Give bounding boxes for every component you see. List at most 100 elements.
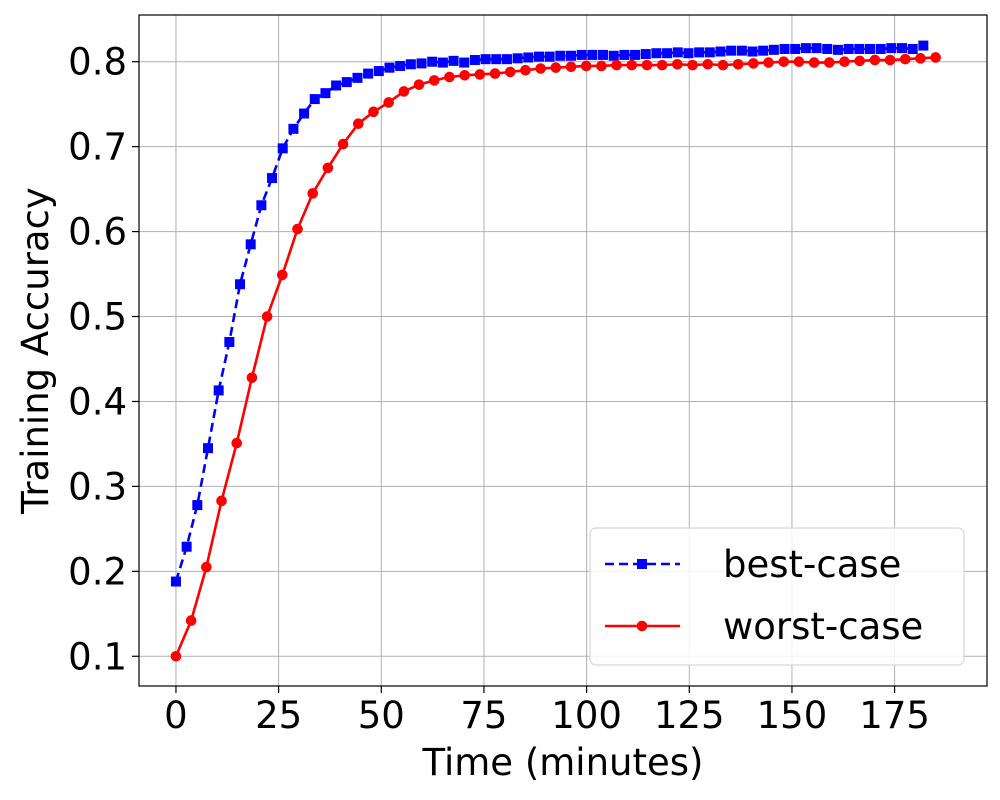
data-point-best-case [779, 43, 790, 54]
data-point-worst-case [702, 58, 714, 70]
data-point-worst-case [915, 53, 926, 64]
data-point-worst-case [839, 56, 850, 68]
data-point-best-case [427, 56, 438, 67]
data-point-best-case [523, 52, 534, 63]
data-point-best-case [341, 77, 352, 88]
data-point-worst-case [170, 650, 182, 662]
data-point-worst-case [277, 269, 288, 281]
x-tick-label: 175 [859, 694, 930, 737]
data-point-worst-case [322, 162, 334, 174]
data-point-best-case [405, 59, 416, 70]
data-point-best-case [555, 50, 566, 61]
data-point-best-case [277, 143, 288, 154]
data-point-worst-case [687, 59, 698, 71]
legend: best-case worst-case [589, 527, 965, 666]
data-point-worst-case [383, 97, 394, 108]
x-tick-label: 75 [460, 694, 507, 737]
data-point-worst-case [428, 75, 440, 86]
data-point-best-case [480, 54, 491, 65]
data-point-best-case [896, 43, 907, 54]
data-point-worst-case [459, 70, 470, 81]
data-point-best-case [587, 49, 598, 60]
data-point-worst-case [808, 57, 820, 68]
data-point-best-case [416, 58, 427, 69]
legend-item-worst-case: worst-case [605, 605, 923, 648]
data-point-best-case [459, 57, 470, 68]
legend-marker-worst-case [636, 620, 648, 632]
data-point-worst-case [307, 188, 319, 199]
data-point-best-case [309, 94, 320, 105]
y-tick-label: 0.6 [68, 211, 127, 254]
data-point-worst-case [185, 615, 197, 626]
x-tick-label: 0 [164, 694, 188, 737]
axis-ticks: 0 25 50 75 100 125 150 175 0.1 0.2 0.3 0.4 0.5 0.6 0.7… [68, 41, 930, 737]
y-tick-label: 0.3 [68, 465, 127, 508]
data-point-best-case [886, 43, 897, 54]
data-point-worst-case [352, 118, 364, 130]
data-point-best-case [170, 576, 181, 587]
legend-marker-best-case [637, 559, 647, 569]
data-point-worst-case [748, 58, 759, 69]
data-point-best-case [501, 54, 512, 65]
data-point-best-case [758, 45, 769, 56]
data-point-best-case [747, 46, 758, 57]
data-point-best-case [267, 173, 278, 184]
series-layer [170, 40, 941, 662]
y-tick-label: 0.2 [68, 550, 127, 593]
data-point-worst-case [611, 59, 622, 71]
y-tick-label: 0.1 [68, 635, 127, 678]
data-point-best-case [608, 50, 619, 61]
data-point-best-case [694, 47, 705, 58]
legend-label-best-case: best-case [723, 543, 901, 586]
plot-frame [138, 14, 988, 687]
data-point-worst-case [368, 106, 379, 118]
data-point-best-case [598, 49, 609, 60]
data-point-best-case [640, 49, 651, 60]
data-point-worst-case [884, 54, 896, 66]
data-point-best-case [683, 48, 694, 59]
data-point-best-case [704, 47, 715, 58]
data-point-best-case [715, 46, 726, 57]
data-point-best-case [790, 43, 801, 54]
data-point-best-case [512, 53, 523, 64]
data-point-worst-case [717, 59, 729, 71]
series-best-case [170, 40, 929, 587]
data-point-best-case [235, 279, 246, 290]
data-point-best-case [256, 200, 267, 211]
data-point-worst-case [398, 86, 410, 97]
data-point-best-case [213, 385, 224, 396]
y-tick-label: 0.5 [68, 296, 127, 339]
data-point-best-case [566, 50, 577, 61]
data-point-worst-case [261, 311, 273, 322]
data-point-best-case [619, 49, 630, 60]
data-point-worst-case [550, 62, 562, 73]
data-point-worst-case [824, 57, 835, 68]
legend-label-worst-case: worst-case [723, 605, 923, 648]
data-point-worst-case [626, 59, 638, 71]
data-point-best-case [822, 43, 833, 54]
data-point-best-case [651, 48, 662, 59]
data-point-best-case [768, 44, 779, 55]
data-point-worst-case [732, 58, 744, 70]
data-point-best-case [245, 239, 256, 250]
x-tick-label: 100 [551, 694, 622, 737]
y-tick-label: 0.8 [68, 41, 127, 84]
data-point-worst-case [656, 59, 668, 71]
data-point-worst-case [201, 561, 212, 573]
data-point-worst-case [854, 55, 865, 67]
data-point-best-case [576, 49, 587, 60]
legend-box [589, 527, 965, 666]
data-point-best-case [662, 48, 673, 59]
data-point-worst-case [413, 79, 425, 90]
data-point-worst-case [641, 59, 653, 71]
data-point-worst-case [930, 52, 941, 63]
data-point-best-case [363, 68, 374, 79]
data-point-worst-case [246, 372, 258, 383]
data-point-best-case [843, 43, 854, 54]
y-tick-label: 0.7 [68, 126, 127, 169]
series-worst-case [170, 52, 941, 662]
data-point-best-case [918, 40, 929, 51]
data-point-worst-case [292, 223, 303, 235]
data-point-best-case [854, 43, 865, 54]
